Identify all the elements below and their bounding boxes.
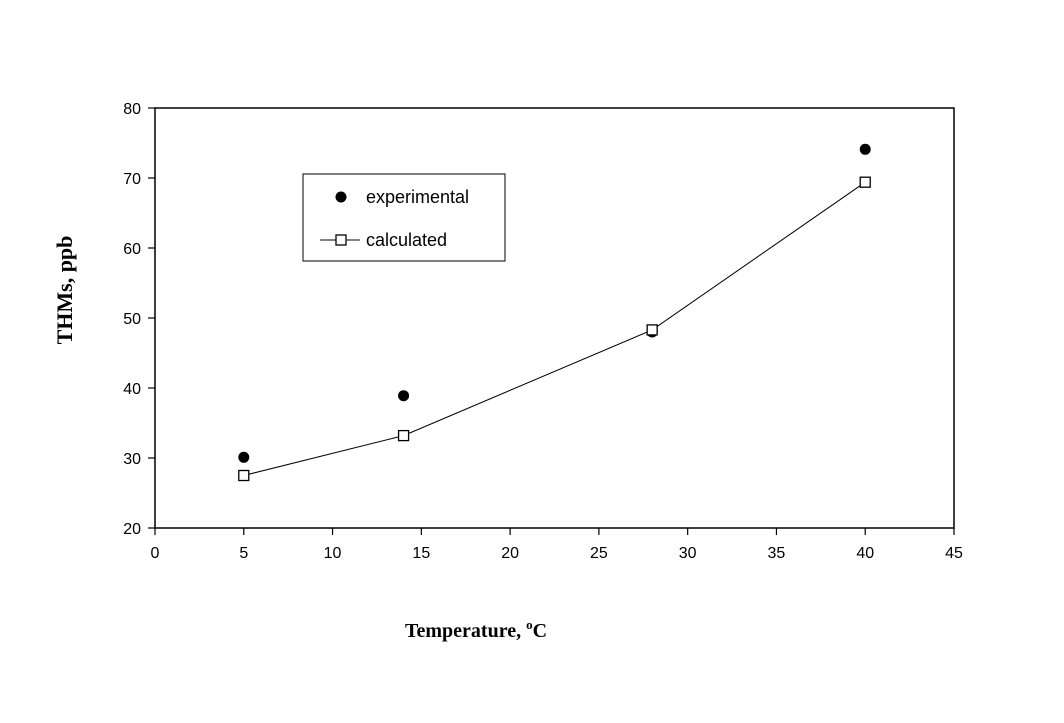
x-axis-title-unit: C xyxy=(533,620,547,642)
legend-marker-experimental xyxy=(335,191,347,203)
x-tick-label: 45 xyxy=(945,545,963,562)
y-tick-label: 80 xyxy=(123,101,141,118)
x-tick-label: 15 xyxy=(412,545,430,562)
x-tick-label: 10 xyxy=(324,545,342,562)
y-tick-label: 60 xyxy=(123,241,141,258)
data-point-experimental xyxy=(398,390,410,402)
legend-label-experimental: experimental xyxy=(366,187,469,207)
series-calculated xyxy=(238,176,871,482)
legend-label-calculated: calculated xyxy=(366,230,447,250)
legend: experimental calculated xyxy=(302,173,506,262)
x-tick-label: 5 xyxy=(239,545,248,562)
x-tick-label: 25 xyxy=(590,545,608,562)
legend-marker-calculated xyxy=(335,234,347,246)
y-tick-label: 70 xyxy=(123,171,141,188)
series-line-calculated xyxy=(243,181,866,476)
axis-ticks: 0 5 10 15 20 25 30 35 40 45 20 30 40 50 60 70 80 xyxy=(123,101,963,562)
x-tick-label: 30 xyxy=(679,545,697,562)
x-axis-title-sup: o xyxy=(526,617,533,632)
data-point-calculated xyxy=(397,429,410,442)
y-axis-title: THMs, ppb xyxy=(52,236,77,345)
data-point-experimental xyxy=(238,451,250,463)
data-point-calculated xyxy=(859,176,871,188)
x-axis-title-text: Temperature, xyxy=(405,620,526,642)
y-tick-label: 50 xyxy=(123,311,141,328)
x-tick-label: 35 xyxy=(768,545,786,562)
x-tick-label: 0 xyxy=(151,545,160,562)
data-point-experimental xyxy=(859,143,871,155)
plot-frame xyxy=(154,107,955,529)
series-layer xyxy=(238,143,871,482)
y-tick-label: 40 xyxy=(123,381,141,398)
data-point-calculated xyxy=(646,324,658,336)
legend-box xyxy=(302,173,506,262)
x-axis-title: Temperature, oC xyxy=(405,617,547,642)
y-tick-label: 30 xyxy=(123,451,141,468)
data-point-calculated xyxy=(238,469,250,482)
x-tick-label: 20 xyxy=(501,545,519,562)
axes xyxy=(154,107,955,529)
x-tick-label: 40 xyxy=(856,545,874,562)
y-tick-label: 20 xyxy=(123,521,141,538)
